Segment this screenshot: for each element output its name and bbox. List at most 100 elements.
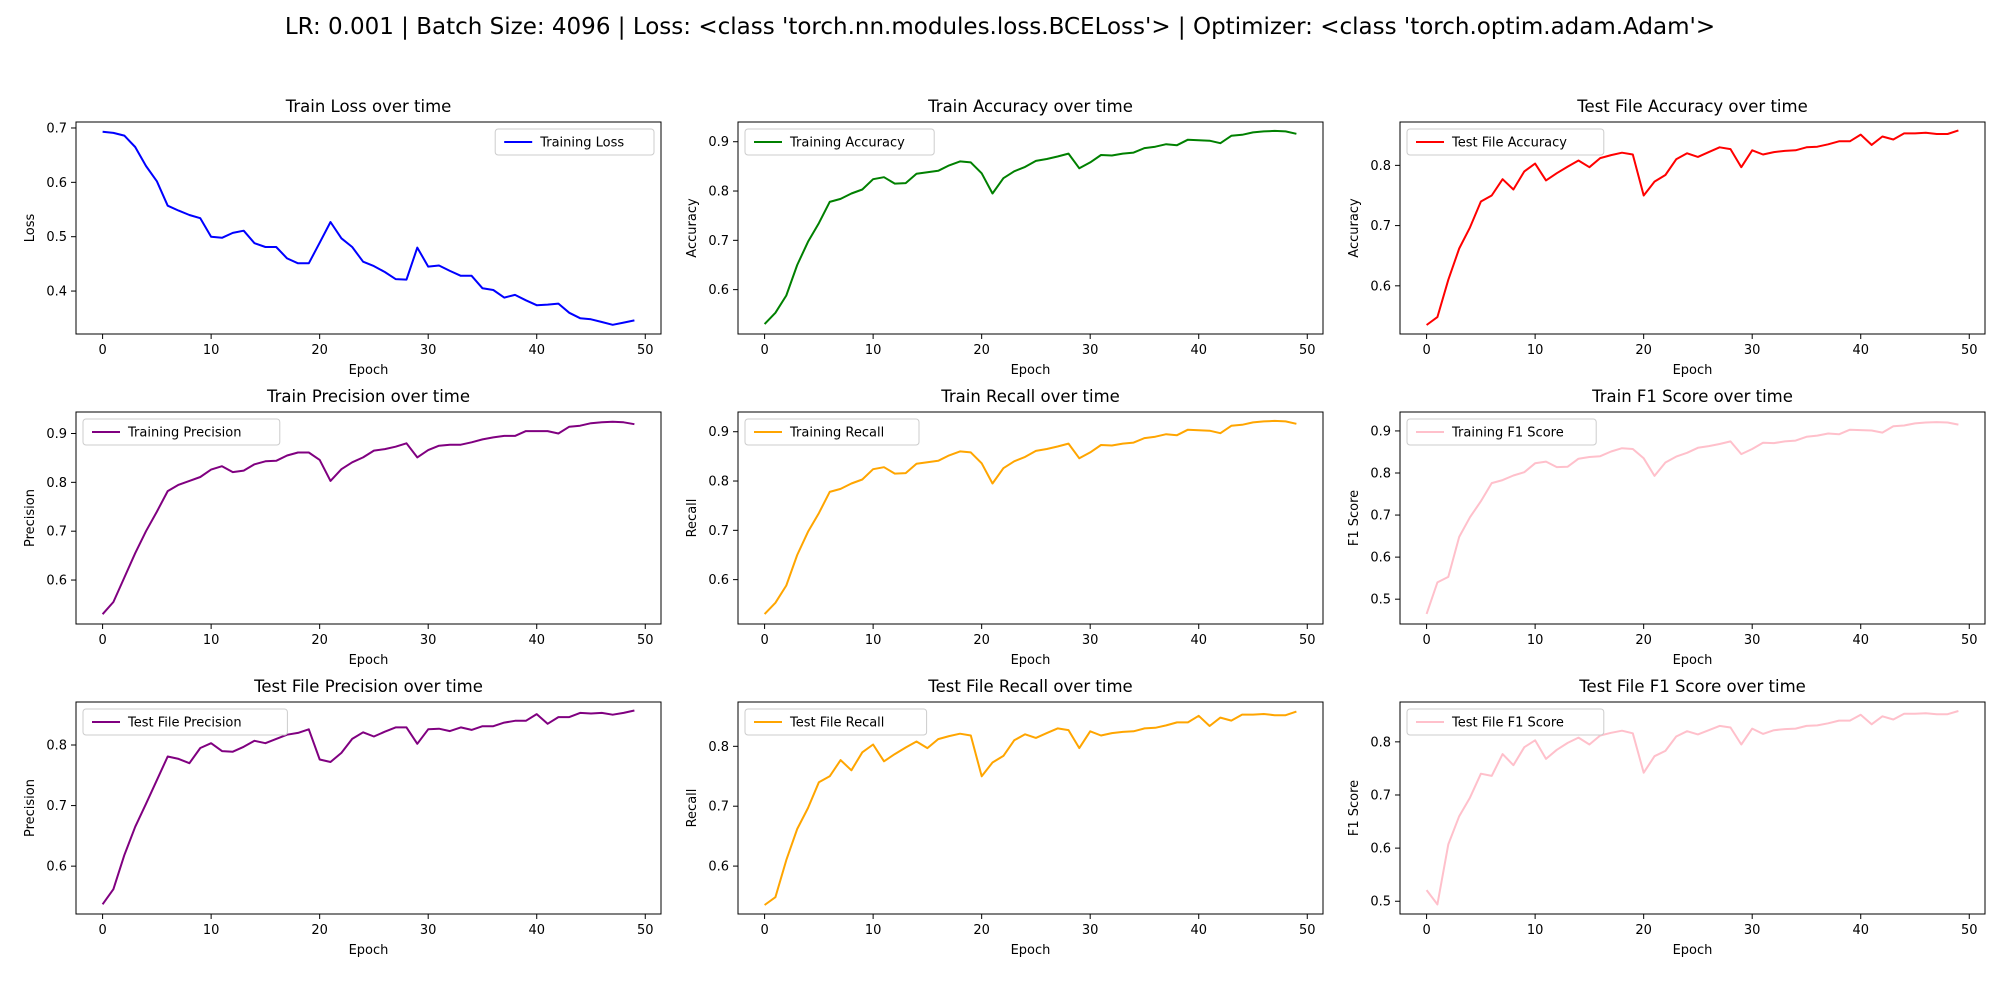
y-tick-label: 0.7 — [46, 525, 67, 540]
x-tick-label: 10 — [1527, 923, 1544, 938]
y-tick-label: 0.9 — [1370, 424, 1391, 439]
y-tick-label: 0.6 — [1370, 279, 1391, 294]
legend-label: Test File Accuracy — [1451, 136, 1567, 151]
y-tick-label: 0.7 — [1370, 219, 1391, 234]
x-axis-label: Epoch — [1673, 943, 1713, 958]
series-line — [101, 709, 635, 905]
legend-label: Test File Recall — [789, 716, 884, 731]
x-tick-label: 30 — [1744, 633, 1761, 648]
x-tick-label: 50 — [1299, 343, 1316, 358]
y-tick-label: 0.4 — [46, 285, 67, 300]
x-tick-label: 50 — [637, 923, 654, 938]
legend-label: Training Accuracy — [789, 136, 905, 151]
y-tick-label: 0.5 — [46, 230, 67, 245]
x-tick-label: 30 — [1744, 343, 1761, 358]
subplot: Test File F1 Score over time 0 10 20 30 40 50 0… — [1347, 677, 1986, 958]
y-tick-label: 0.7 — [1370, 509, 1391, 524]
legend-box — [1406, 708, 1605, 736]
x-tick-label: 10 — [1527, 343, 1544, 358]
axes-frame — [1399, 701, 1986, 915]
x-tick-label: 50 — [1299, 633, 1316, 648]
subplot-title: Test File F1 Score over time — [1578, 677, 1806, 696]
legend-box — [744, 418, 920, 446]
subplot-title: Train F1 Score over time — [1591, 387, 1793, 406]
axes-frame — [75, 701, 662, 915]
x-axis-label: Epoch — [349, 653, 389, 668]
subplot: Train Accuracy over time 0 10 20 30 40 50 0.6 0.… — [685, 97, 1324, 378]
y-axis-label: F1 Score — [1347, 780, 1362, 836]
legend-label: Training Loss — [539, 136, 624, 151]
subplot-title: Train Accuracy over time — [927, 97, 1133, 116]
x-tick-label: 30 — [1744, 923, 1761, 938]
legend-label: Test File F1 Score — [1451, 716, 1564, 731]
x-tick-label: 40 — [528, 343, 545, 358]
y-axis-label: Precision — [23, 489, 38, 547]
y-tick-label: 0.9 — [708, 425, 729, 440]
axes-frame — [75, 411, 662, 625]
y-tick-label: 0.7 — [1370, 788, 1391, 803]
x-tick-label: 10 — [203, 923, 220, 938]
x-tick-label: 0 — [760, 923, 768, 938]
x-tick-label: 40 — [1852, 343, 1869, 358]
subplot: Train Precision over time 0 10 20 30 40 50 0.6 0… — [23, 387, 662, 668]
subplot: Test File Precision over time 0 10 20 30 40 50… — [23, 677, 662, 958]
y-axis-label: Loss — [23, 214, 38, 243]
y-tick-label: 0.8 — [708, 185, 729, 200]
x-tick-label: 0 — [98, 633, 106, 648]
x-tick-label: 10 — [865, 343, 882, 358]
x-tick-label: 30 — [420, 633, 437, 648]
y-tick-label: 0.8 — [1370, 466, 1391, 481]
y-tick-label: 0.7 — [708, 524, 729, 539]
y-tick-label: 0.6 — [46, 860, 67, 875]
x-tick-label: 40 — [1190, 633, 1207, 648]
x-tick-label: 40 — [1190, 923, 1207, 938]
x-tick-label: 40 — [1852, 633, 1869, 648]
legend-box — [744, 128, 935, 156]
x-tick-label: 20 — [1635, 923, 1652, 938]
x-tick-label: 50 — [637, 633, 654, 648]
y-axis-label: Recall — [685, 789, 700, 828]
x-tick-label: 40 — [1852, 923, 1869, 938]
subplot: Train Recall over time 0 10 20 30 40 50 0.6 0.7 0… — [685, 387, 1324, 668]
y-tick-label: 0.8 — [46, 739, 67, 754]
x-tick-label: 0 — [1422, 343, 1430, 358]
x-tick-label: 10 — [203, 633, 220, 648]
x-tick-label: 0 — [760, 633, 768, 648]
series-line — [102, 130, 635, 326]
x-tick-label: 0 — [1422, 923, 1430, 938]
y-tick-label: 0.8 — [708, 475, 729, 490]
axes-frame — [1399, 121, 1986, 335]
axes-frame — [737, 411, 1324, 625]
y-tick-label: 0.8 — [708, 740, 729, 755]
x-axis-label: Epoch — [349, 363, 389, 378]
x-tick-label: 10 — [203, 343, 220, 358]
y-axis-label: Recall — [685, 499, 700, 538]
axes-frame — [75, 121, 662, 335]
series-line — [763, 129, 1297, 325]
x-axis-label: Epoch — [1011, 653, 1051, 668]
axes-frame — [737, 701, 1324, 915]
x-tick-label: 20 — [973, 633, 990, 648]
y-tick-label: 0.6 — [46, 574, 67, 589]
x-tick-label: 20 — [973, 923, 990, 938]
subplot: Test File Recall over time 0 10 20 30 40 50 0.6… — [685, 677, 1324, 958]
x-tick-label: 0 — [1422, 633, 1430, 648]
subplot: Train Loss over time 0 10 20 30 40 50 0.4 0.5 0.6… — [23, 97, 662, 378]
y-tick-label: 0.6 — [708, 860, 729, 875]
y-axis-label: Accuracy — [1347, 198, 1362, 258]
y-tick-label: 0.7 — [708, 800, 729, 815]
x-tick-label: 40 — [528, 923, 545, 938]
y-tick-label: 0.8 — [46, 476, 67, 491]
legend-box — [82, 708, 288, 736]
x-tick-label: 30 — [420, 343, 437, 358]
x-tick-label: 40 — [528, 633, 545, 648]
y-tick-label: 0.6 — [1370, 842, 1391, 857]
x-tick-label: 30 — [1082, 923, 1099, 938]
axes-frame — [1399, 411, 1986, 625]
legend-label: Training Recall — [789, 426, 884, 441]
y-tick-label: 0.7 — [46, 799, 67, 814]
x-tick-label: 30 — [1082, 633, 1099, 648]
x-tick-label: 0 — [98, 343, 106, 358]
legend-label: Training Precision — [127, 426, 241, 441]
y-tick-label: 0.9 — [708, 135, 729, 150]
